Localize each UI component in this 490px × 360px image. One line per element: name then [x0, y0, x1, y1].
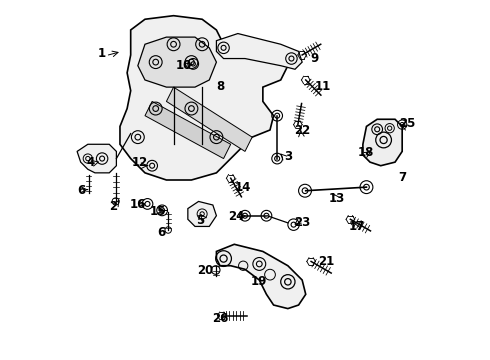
Polygon shape — [217, 33, 302, 69]
Text: 2: 2 — [109, 200, 117, 213]
Text: 25: 25 — [399, 117, 415, 130]
Text: 6: 6 — [158, 226, 166, 239]
Text: 1: 1 — [98, 47, 106, 60]
Text: 18: 18 — [358, 146, 374, 159]
Text: 14: 14 — [235, 181, 251, 194]
Polygon shape — [138, 37, 217, 87]
Text: 6: 6 — [77, 184, 86, 197]
Text: 12: 12 — [132, 156, 148, 169]
Text: 23: 23 — [294, 216, 310, 229]
Polygon shape — [217, 244, 306, 309]
Text: 20: 20 — [197, 264, 214, 276]
Text: 11: 11 — [315, 80, 331, 93]
Polygon shape — [77, 144, 117, 173]
Text: 24: 24 — [228, 210, 245, 223]
Text: 10: 10 — [175, 59, 192, 72]
Polygon shape — [167, 87, 252, 152]
Text: 22: 22 — [294, 124, 310, 137]
Polygon shape — [363, 119, 402, 166]
Text: 5: 5 — [196, 213, 204, 226]
Text: 9: 9 — [311, 52, 319, 65]
Text: 8: 8 — [217, 80, 225, 93]
Text: 26: 26 — [212, 312, 228, 325]
Text: 3: 3 — [284, 150, 292, 163]
Text: 21: 21 — [318, 255, 335, 268]
Polygon shape — [188, 202, 217, 226]
Text: 4: 4 — [87, 156, 95, 169]
Polygon shape — [145, 102, 231, 158]
Text: 19: 19 — [250, 275, 267, 288]
Text: 16: 16 — [130, 198, 146, 211]
Text: 15: 15 — [149, 205, 166, 218]
Text: 7: 7 — [398, 171, 406, 184]
Polygon shape — [120, 16, 288, 180]
Text: 13: 13 — [329, 192, 345, 205]
Text: 17: 17 — [349, 220, 365, 233]
